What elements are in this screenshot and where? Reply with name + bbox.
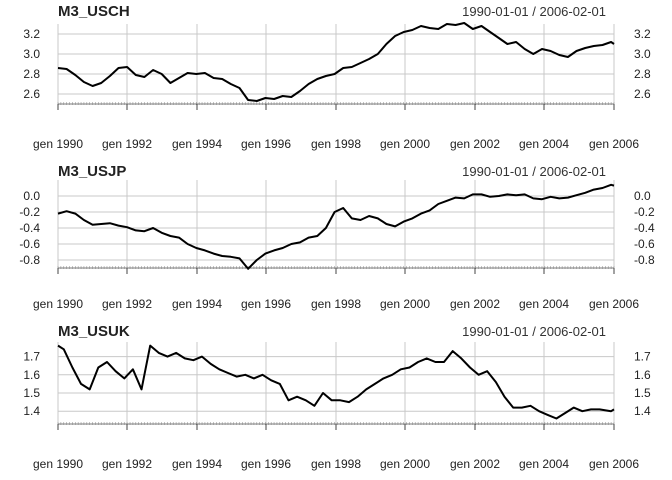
y-tick-label-left: 2.8 [23,67,40,81]
x-tick-label: gen 1990 [33,137,83,151]
chart-panel-m3_usjp: M3_USJP 1990-01-01 / 2006-02-01 gen 1990 ge… [19,163,655,311]
x-tick-label: gen 1992 [102,297,152,311]
x-tick-label: gen 1996 [241,457,291,471]
x-tick-label: gen 2004 [519,297,569,311]
x-tick-label: gen 1994 [172,457,222,471]
x-tick-label: gen 2000 [380,457,430,471]
y-tick-label-left: -0.8 [19,253,40,267]
series-line [57,344,615,420]
x-tick-label: gen 2006 [589,457,639,471]
x-tick-label: gen 1998 [311,457,361,471]
chart-panel-m3_usuk: M3_USUK 1990-01-01 / 2006-02-01 gen 1990 ge… [23,323,651,471]
x-tick-label: gen 1990 [33,297,83,311]
x-tick-label: gen 2006 [589,137,639,151]
y-tick-label-left: -0.4 [19,221,40,235]
series-line [57,183,615,270]
date-range-label: 1990-01-01 / 2006-02-01 [462,164,606,179]
x-tick-label: gen 2006 [589,297,639,311]
x-tick-label: gen 1996 [241,137,291,151]
grid [57,180,615,268]
y-tick-label-right: 2.6 [634,87,651,101]
x-tick-label: gen 2002 [450,297,500,311]
y-tick-label-left: 1.4 [23,404,40,418]
y-tick-label-right: -0.4 [634,221,655,235]
x-tick-label: gen 1998 [311,297,361,311]
y-tick-label-left: 3.0 [23,47,40,61]
x-tick-label: gen 2002 [450,137,500,151]
y-tick-label-left: 0.0 [23,189,40,203]
series-line [57,22,615,102]
y-tick-label-right: 1.5 [634,386,651,400]
x-tick-label: gen 1990 [33,457,83,471]
y-tick-label-left: 2.6 [23,87,40,101]
chart-title: M3_USUK [58,323,130,340]
grid [57,342,615,424]
y-tick-label-right: 2.8 [634,67,651,81]
y-tick-label-right: 1.7 [634,350,651,364]
chart-title: M3_USJP [58,163,126,180]
x-tick-label: gen 2004 [519,457,569,471]
grid [57,24,615,104]
x-tick-label: gen 1992 [102,457,152,471]
x-tick-label: gen 1996 [241,297,291,311]
x-tick-label: gen 2004 [519,137,569,151]
x-tick-label: gen 1994 [172,137,222,151]
y-tick-label-left: -0.2 [19,205,40,219]
x-tick-label: gen 2000 [380,297,430,311]
y-tick-label-left: 1.5 [23,386,40,400]
y-tick-label-right: 3.2 [634,27,651,41]
y-tick-label-right: 1.6 [634,368,651,382]
y-tick-label-left: 1.7 [23,350,40,364]
chart-title: M3_USCH [58,3,130,20]
x-tick-label: gen 2000 [380,137,430,151]
y-tick-label-left: -0.6 [19,237,40,251]
date-range-label: 1990-01-01 / 2006-02-01 [462,324,606,339]
y-tick-label-right: -0.6 [634,237,655,251]
x-tick-label: gen 1994 [172,297,222,311]
y-tick-label-right: 3.0 [634,47,651,61]
date-range-label: 1990-01-01 / 2006-02-01 [462,4,606,19]
y-tick-label-right: -0.2 [634,205,655,219]
chart-panel-m3_usch: M3_USCH 1990-01-01 / 2006-02-01 gen 1990 ge… [23,3,651,151]
y-tick-label-right: -0.8 [634,253,655,267]
y-tick-label-right: 0.0 [634,189,651,203]
x-tick-label: gen 2002 [450,457,500,471]
x-tick-label: gen 1992 [102,137,152,151]
y-tick-label-left: 3.2 [23,27,40,41]
y-tick-label-right: 1.4 [634,404,651,418]
x-tick-label: gen 1998 [311,137,361,151]
y-tick-label-left: 1.6 [23,368,40,382]
